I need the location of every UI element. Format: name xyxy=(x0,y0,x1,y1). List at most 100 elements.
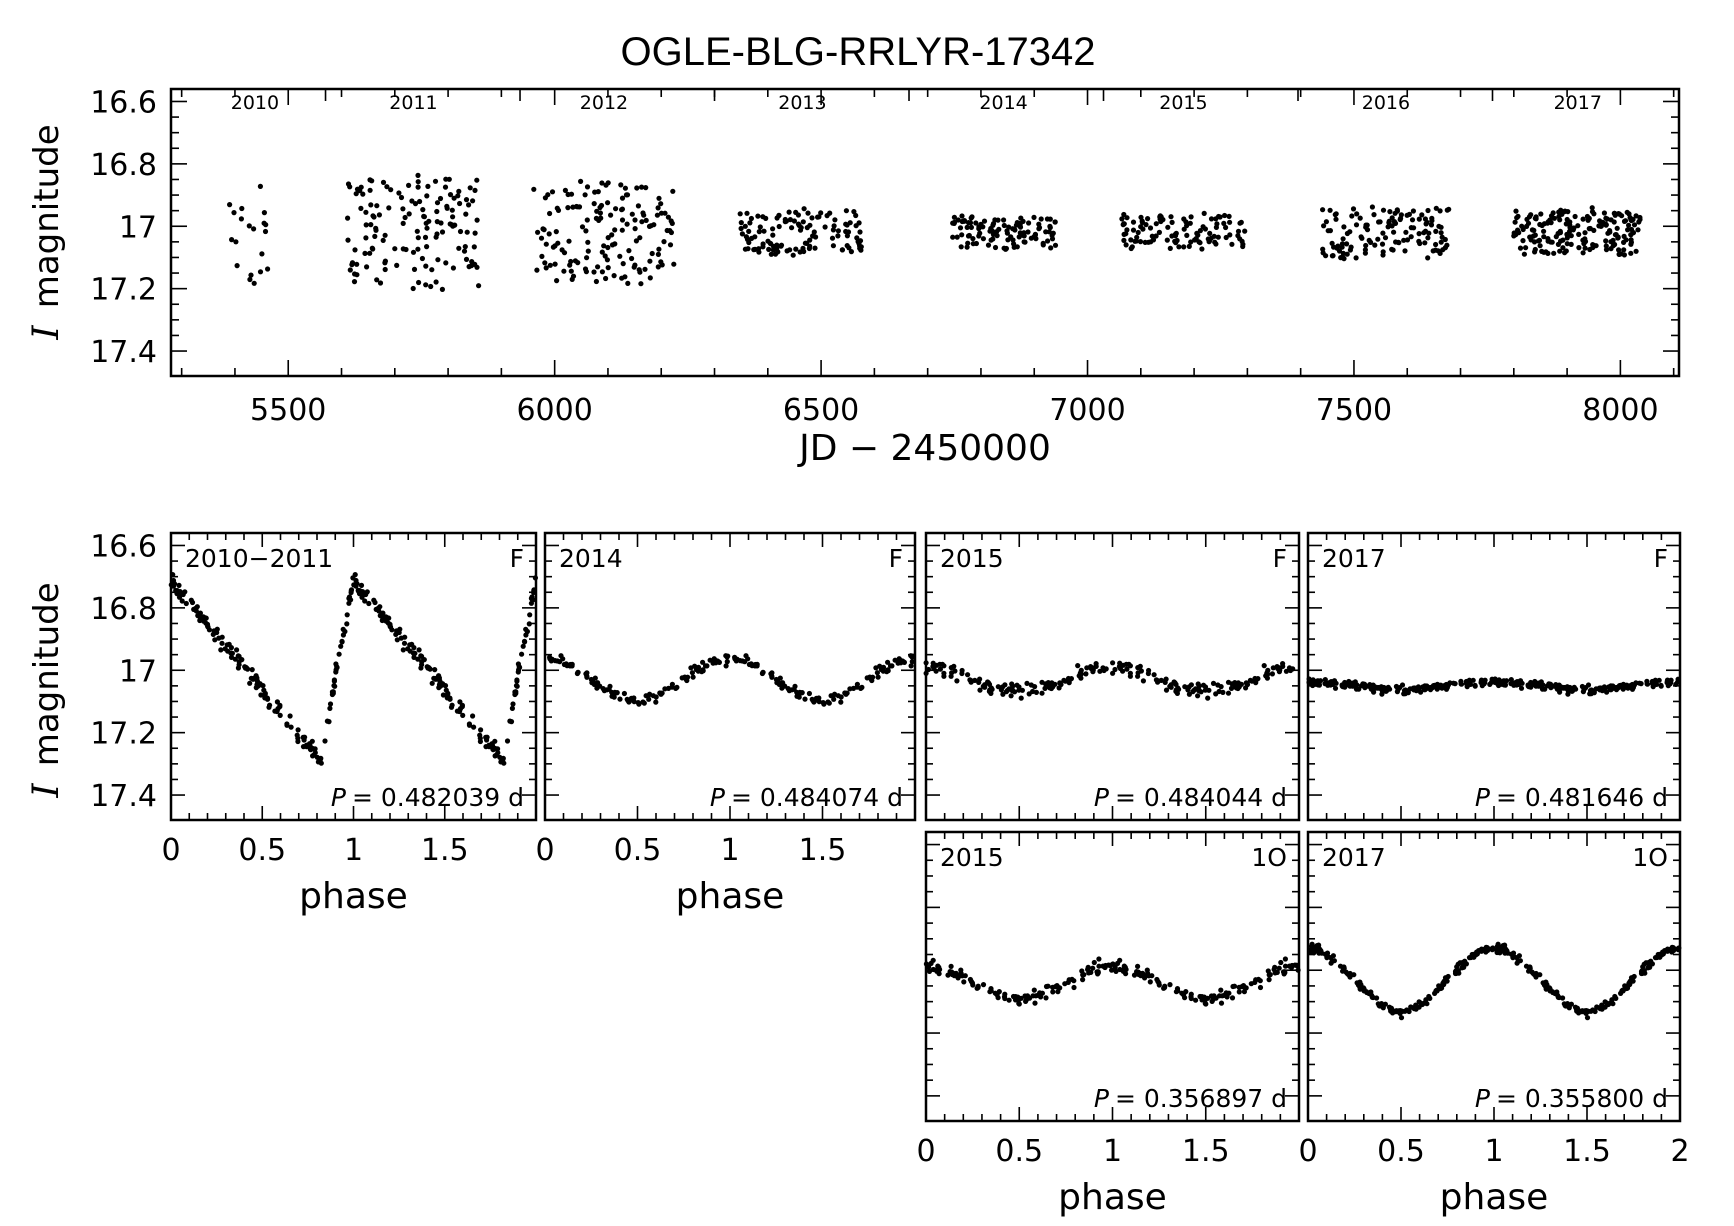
phase-data-point xyxy=(1326,681,1332,688)
phase-data-point xyxy=(1583,685,1589,691)
data-point xyxy=(1046,229,1052,235)
data-point xyxy=(443,176,449,182)
data-point xyxy=(1582,236,1588,242)
data-point xyxy=(1149,233,1155,239)
phase-data-point xyxy=(948,963,954,970)
data-point xyxy=(815,214,821,220)
phase-data-point xyxy=(982,684,988,690)
phase-data-point xyxy=(277,712,283,719)
phase-data-point xyxy=(235,653,241,659)
season-year-label: 2015 xyxy=(1159,92,1207,114)
data-point xyxy=(969,214,975,220)
data-point xyxy=(1607,228,1613,234)
phase-data-point xyxy=(1154,976,1160,983)
phase-data-point xyxy=(928,960,934,967)
phase-data-point xyxy=(754,663,760,669)
data-point xyxy=(1438,224,1444,230)
panel-mode-label: F xyxy=(1654,544,1668,573)
phase-data-point xyxy=(558,653,564,659)
phase-data-point xyxy=(1161,985,1167,991)
data-point xyxy=(1567,224,1573,231)
phase-data-point xyxy=(742,659,748,665)
x-tick-label: 6000 xyxy=(516,393,592,428)
panel-season-label: 2017 xyxy=(1322,544,1386,573)
period-value: = 0.355800 d xyxy=(1496,1084,1668,1113)
phase-data-point xyxy=(510,701,516,707)
data-point xyxy=(423,263,429,269)
phase-data-point xyxy=(295,738,301,745)
data-point xyxy=(1371,212,1377,218)
data-point xyxy=(748,215,755,222)
data-point xyxy=(1433,205,1439,211)
data-point xyxy=(857,229,863,235)
data-point xyxy=(1404,237,1411,243)
data-point xyxy=(463,211,469,217)
phase-data-point xyxy=(1269,671,1275,677)
data-point xyxy=(855,239,861,245)
phase-data-point xyxy=(1418,689,1424,695)
phase-data-point xyxy=(1511,954,1517,960)
data-point xyxy=(846,245,852,251)
phase-data-point xyxy=(1185,685,1191,691)
panel-mode-label: F xyxy=(510,544,524,573)
data-point xyxy=(1206,239,1212,245)
time-series-ticks xyxy=(171,89,1679,376)
y-tick-label: 17.2 xyxy=(90,273,157,308)
phase-data-point xyxy=(1197,993,1203,1000)
data-point xyxy=(843,208,850,214)
data-point xyxy=(1377,219,1383,225)
y-tick-label: 17.2 xyxy=(90,717,157,752)
phase-data-point xyxy=(1610,1001,1616,1007)
data-point xyxy=(830,227,837,233)
data-point xyxy=(995,217,1001,223)
phase-data-point xyxy=(1202,684,1209,690)
phase-data-point xyxy=(674,684,680,691)
phase-data-point xyxy=(965,672,971,678)
phase-data-point xyxy=(267,702,273,708)
data-point xyxy=(561,268,567,274)
phase-data-point xyxy=(909,659,915,665)
data-point xyxy=(1174,237,1180,244)
phase-data-point xyxy=(1354,682,1360,688)
data-point xyxy=(646,223,653,229)
data-point xyxy=(804,225,810,231)
data-point xyxy=(954,234,960,240)
data-point xyxy=(1169,219,1175,225)
data-point xyxy=(442,184,449,190)
phase-data-point xyxy=(483,734,489,741)
data-point xyxy=(1603,222,1609,228)
data-point xyxy=(1018,215,1024,221)
data-point xyxy=(546,231,552,237)
phase-data-point xyxy=(1231,983,1238,989)
phase-data-point xyxy=(1168,684,1174,690)
data-point xyxy=(655,264,661,270)
data-point xyxy=(760,214,766,220)
time-series-x-axis-label: JD − 2450000 xyxy=(797,428,1051,469)
data-point xyxy=(768,251,774,257)
phase-data-point xyxy=(1397,685,1403,691)
phase-data-point xyxy=(1110,670,1116,676)
data-point xyxy=(1576,245,1582,251)
data-point xyxy=(1168,214,1174,220)
phase-data-point xyxy=(1016,684,1022,690)
data-point xyxy=(415,172,421,178)
data-point xyxy=(363,222,369,228)
phase-data-point xyxy=(1462,958,1468,964)
data-point xyxy=(756,249,762,255)
phase-data-point xyxy=(1191,687,1197,693)
phase-data-point xyxy=(977,676,983,682)
phase-data-point xyxy=(362,598,368,604)
phase-data-point xyxy=(1127,673,1133,679)
data-point xyxy=(1207,230,1213,236)
phase-data-point xyxy=(1508,677,1514,683)
phase-data-point xyxy=(1514,960,1520,966)
phase-panel-2017-1O: 2017 1O P = 0.355800 d 0 0.5 1 1.5 2 phase xyxy=(1298,830,1690,1218)
phase-data-point xyxy=(339,639,345,645)
data-point xyxy=(233,239,239,245)
data-point xyxy=(420,207,426,213)
data-point xyxy=(1596,223,1602,229)
phase-data-point xyxy=(329,691,335,698)
x-tick-label: 1 xyxy=(720,833,739,868)
data-point xyxy=(1621,247,1627,253)
phase-data-point xyxy=(1665,678,1671,684)
